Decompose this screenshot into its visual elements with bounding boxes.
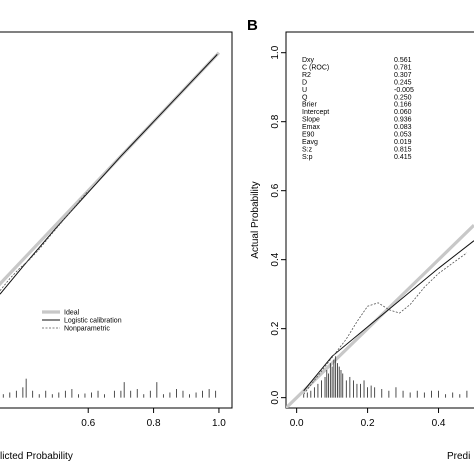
x-axis-title-right: Predi bbox=[447, 451, 470, 462]
x-tick-label-b: 0.4 bbox=[432, 418, 446, 429]
stat-label: Brier bbox=[302, 102, 317, 109]
panel-label-b: B bbox=[247, 17, 258, 34]
x-tick-label-b: 0.0 bbox=[290, 418, 304, 429]
stat-label: S:z bbox=[302, 146, 313, 153]
series-line-nonparametric-b bbox=[303, 252, 468, 395]
calibration-panel-b: B 0.0 0.2 0.4 0.0 0.2 0.4 0.6 0.8 1.0 Dxy 0.561 C (… bbox=[247, 17, 474, 462]
plot-frame-right bbox=[285, 31, 474, 409]
legend-label-nonparametric: Nonparametric bbox=[64, 326, 110, 333]
series-line-logistic-left bbox=[0, 54, 218, 295]
plot-area-b bbox=[286, 224, 474, 408]
y-tick-label-b: 0.8 bbox=[270, 114, 281, 128]
stat-value: 0.307 bbox=[394, 72, 412, 79]
plot-area-left bbox=[0, 51, 221, 398]
x-tick-label-b: 0.2 bbox=[361, 418, 375, 429]
plot-frame-left bbox=[0, 31, 233, 409]
stat-label: Dxy bbox=[302, 57, 315, 64]
stat-label: Intercept bbox=[302, 109, 329, 116]
stat-value: 0.936 bbox=[394, 117, 412, 124]
legend-label-ideal: Ideal bbox=[64, 310, 80, 317]
series-line-nonparametric-left bbox=[0, 190, 89, 291]
stat-label: E90 bbox=[302, 132, 315, 139]
stat-label: S:p bbox=[302, 154, 313, 161]
x-tick-label-left: 0.8 bbox=[147, 418, 161, 429]
stat-value: 0.083 bbox=[394, 124, 412, 131]
stat-label: R2 bbox=[302, 72, 311, 79]
stat-label: Eavg bbox=[302, 139, 318, 146]
stat-value: 0.415 bbox=[394, 154, 412, 161]
stat-value: 0.166 bbox=[394, 102, 412, 109]
stat-value: -0.005 bbox=[394, 87, 414, 94]
stat-label: U bbox=[302, 87, 307, 94]
stat-label: Slope bbox=[302, 117, 320, 124]
stat-label: Emax bbox=[302, 124, 320, 131]
x-tick-label-left: 0.6 bbox=[81, 418, 95, 429]
stat-value: 0.781 bbox=[394, 64, 412, 71]
series-line-logistic-b bbox=[303, 240, 474, 392]
stat-value: 0.561 bbox=[394, 57, 412, 64]
stat-label: C (ROC) bbox=[302, 64, 329, 71]
series-line-ideal-left bbox=[0, 51, 221, 287]
stat-label: D bbox=[302, 79, 307, 86]
x-tick-label-left: 1.0 bbox=[212, 418, 226, 429]
stat-label: Q bbox=[302, 94, 308, 101]
stat-value: 0.060 bbox=[394, 109, 412, 116]
legend-label-logistic: Logistic calibration bbox=[64, 318, 122, 325]
y-axis-title-right: Actual Probability bbox=[250, 181, 261, 258]
y-tick-label-b: 0.2 bbox=[270, 321, 281, 335]
stat-value: 0.815 bbox=[394, 146, 412, 153]
y-tick-label-b: 0.6 bbox=[270, 183, 281, 197]
y-tick-label-b: 1.0 bbox=[270, 45, 281, 59]
stat-value: 0.250 bbox=[394, 94, 412, 101]
stat-value: 0.245 bbox=[394, 79, 412, 86]
stat-value: 0.019 bbox=[394, 139, 412, 146]
y-tick-label-b: 0.4 bbox=[270, 252, 281, 266]
y-tick-label-b: 0.0 bbox=[270, 390, 281, 404]
x-axis-title-left: licted Probability bbox=[0, 451, 73, 462]
stat-value: 0.053 bbox=[394, 132, 412, 139]
